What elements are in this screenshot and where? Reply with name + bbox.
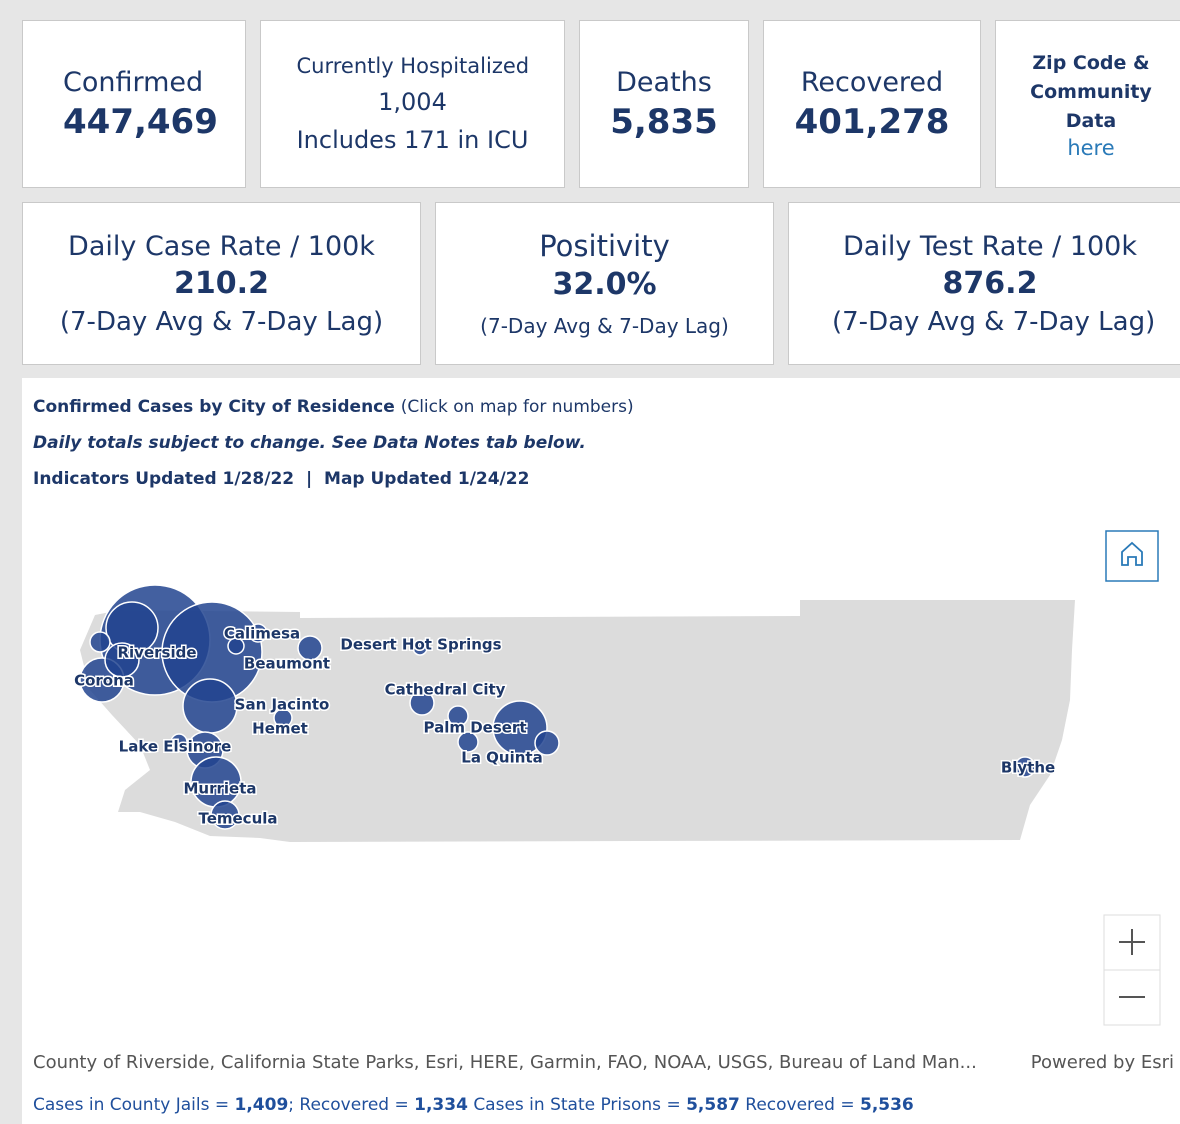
map-title: Confirmed Cases by City of Residence — [33, 397, 395, 417]
note: (7-Day Avg & 7-Day Lag) — [480, 314, 729, 338]
card-recovered: Recovered 401,278 — [763, 20, 981, 188]
city-label: Cathedral City — [385, 681, 506, 699]
zoom-in[interactable] — [1103, 914, 1161, 971]
text: Recovered = — [745, 1095, 855, 1115]
bubble[interactable] — [273, 708, 293, 728]
bubble[interactable] — [412, 640, 428, 656]
city-label: Corona — [74, 672, 134, 690]
county-shape — [80, 600, 1075, 842]
city-label: Palm Desert — [423, 719, 526, 737]
card-case-rate: Daily Case Rate / 100k 210.2 (7-Day Avg … — [22, 202, 421, 365]
card-test-rate: Daily Test Rate / 100k 876.2 (7-Day Avg … — [788, 202, 1180, 365]
bubble[interactable] — [534, 730, 560, 756]
value: 447,469 — [63, 101, 218, 142]
city-label: Riverside — [117, 644, 196, 662]
number: 5,587 — [686, 1095, 740, 1115]
map-updated: Map Updated 1/24/22 — [324, 469, 530, 489]
number: 1,409 — [234, 1095, 289, 1115]
bubble[interactable] — [104, 642, 140, 678]
bubble[interactable] — [297, 635, 323, 661]
card-confirmed: Confirmed 447,469 — [22, 20, 246, 188]
note: Includes 171 in ICU — [296, 126, 529, 154]
city-label: Hemet — [252, 720, 308, 738]
case-bubbles[interactable] — [79, 584, 1036, 830]
city-label: San Jacinto — [235, 696, 330, 714]
city-label: Calimesa — [224, 625, 300, 643]
map-attribution: County of Riverside, California State Pa… — [33, 1052, 977, 1073]
link[interactable]: here — [1067, 135, 1115, 160]
bubble[interactable] — [248, 623, 268, 643]
city-label: Murrieta — [183, 780, 256, 798]
number: 1,334 — [414, 1095, 468, 1115]
text: ; Recovered = — [288, 1095, 409, 1115]
card-positivity: Positivity 32.0% (7-Day Avg & 7-Day Lag) — [435, 202, 774, 365]
map-title-note[interactable]: (Click on map for numbers) — [400, 397, 634, 417]
label: Currently Hospitalized — [296, 54, 529, 78]
separator: | — [305, 469, 313, 489]
value: 401,278 — [794, 101, 950, 142]
zoom-out[interactable] — [1103, 969, 1161, 1026]
note: (7-Day Avg & 7-Day Lag) — [832, 306, 1156, 337]
powered-by[interactable]: Powered by Esri — [1030, 1052, 1174, 1073]
home-button[interactable] — [1105, 530, 1159, 582]
bubble[interactable] — [447, 705, 469, 727]
value: 876.2 — [942, 265, 1038, 301]
city-label: Beaumont — [244, 655, 330, 673]
bubble[interactable] — [409, 690, 435, 716]
updated-line: Indicators Updated 1/28/22 | Map Updated… — [33, 469, 529, 489]
indicators-updated: Indicators Updated 1/28/22 — [33, 469, 295, 489]
label: Daily Case Rate / 100k — [68, 230, 375, 262]
card-hospitalized: Currently Hospitalized 1,004 Includes 17… — [260, 20, 565, 188]
map-title-line: Confirmed Cases by City of Residence (Cl… — [33, 397, 634, 417]
card-zip: Zip Code & Community Data here — [995, 20, 1180, 188]
bubble[interactable] — [457, 731, 479, 753]
bubble[interactable] — [227, 637, 245, 655]
city-label: Lake Elsinore — [119, 738, 232, 756]
bubble[interactable] — [210, 800, 240, 830]
bubble[interactable] — [492, 700, 548, 756]
card-deaths: Deaths 5,835 — [579, 20, 749, 188]
text: Cases in State Prisons = — [473, 1095, 681, 1115]
label: Daily Test Rate / 100k — [843, 230, 1137, 262]
map-subtitle: Daily totals subject to change. See Data… — [33, 433, 586, 453]
text: Cases in County Jails = — [33, 1095, 230, 1115]
bubble[interactable] — [1014, 756, 1036, 778]
label: Deaths — [616, 66, 712, 98]
number: 5,536 — [859, 1095, 914, 1115]
label: Positivity — [539, 229, 670, 263]
value: 32.0% — [552, 267, 657, 302]
city-label: Blythe — [1001, 759, 1055, 777]
footer: Cases in County Jails = 1,409; Recovered… — [33, 1095, 914, 1115]
city-label: Desert Hot Springs — [340, 636, 501, 654]
note: (7-Day Avg & 7-Day Lag) — [59, 306, 384, 337]
value: 210.2 — [174, 265, 269, 301]
value: 5,835 — [610, 101, 718, 142]
label: Confirmed — [63, 66, 204, 98]
city-label: Temecula — [198, 810, 277, 828]
bubble[interactable] — [182, 678, 238, 734]
bubble[interactable] — [89, 631, 111, 653]
value: 1,004 — [378, 88, 447, 116]
city-label: La Quinta — [461, 749, 542, 767]
bubble[interactable] — [170, 733, 188, 751]
label: Zip Code & Community Data — [1030, 51, 1152, 132]
label: Recovered — [800, 66, 944, 98]
